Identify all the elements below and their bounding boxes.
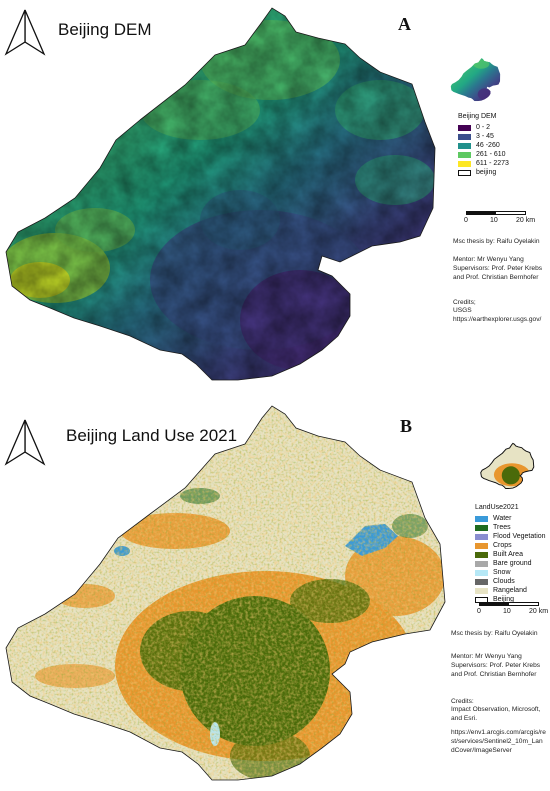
credits-label: Credits; [453,298,476,306]
legend-swatch [475,569,488,576]
legend-item-46-260: 46 -260 [458,141,550,150]
legend-item-beijing: beijing [458,168,550,177]
inset-map [450,58,501,102]
credits-source: Impact Observation, Microsoft, and Esri. [451,706,541,723]
scale-label-end: 20 km [516,217,536,224]
legend-label: Crops [493,541,512,549]
dem-map [5,7,436,381]
legend-label: 261 - 610 [476,150,506,158]
beijing-boundary [5,405,446,781]
legend-item-rangeland: Rangeland [475,586,550,595]
legend-label: Clouds [493,577,515,585]
legend-item-0-2: 0 - 2 [458,123,550,132]
mentor: Mentor: Mr Wenyu Yang [453,255,524,263]
legend-swatch [458,142,471,149]
north-arrow-icon [4,9,46,56]
credits-url: https://env1.arcgis.com/arcgis/rest/serv… [451,729,546,755]
legend-swatch [475,515,488,522]
landuse-map [5,405,446,781]
legend-label: Beijing [493,595,515,603]
thesis-author: Msc thesis by: Raifu Oyelakin [451,630,538,637]
legend-label: Bare ground [493,559,532,567]
legend-item-clouds: Clouds [475,577,550,586]
scale-label-end: 20 km [529,608,549,615]
legend-swatch [458,160,471,167]
scale-bar-shape [466,211,526,215]
legend-label: 0 - 2 [476,123,491,131]
legend-label: Snow [493,568,511,576]
credits-source: USGS [453,307,472,315]
panel-letter: A [398,14,411,34]
scale-bar-shape [479,602,539,606]
panel-landuse-map: Beijing Land Use 2021 B LandUse2021 Wate… [0,396,550,791]
legend-label: 46 -260 [476,141,500,149]
legend-swatch [475,578,488,585]
inset-map [480,442,535,490]
legend-swatch [475,587,488,594]
legend-item-snow: Snow [475,568,550,577]
legend-label: Rangeland [493,586,527,594]
legend-item-bare-ground: Bare ground [475,559,550,568]
scale-label-zero: 0 [477,608,481,615]
legend-swatch [475,560,488,567]
legend-item-crops: Crops [475,541,550,550]
credits-url: https://earthexplorer.usgs.gov/ [453,316,542,324]
legend-label: Built Area [493,550,523,558]
credits-block: Msc thesis by: Raifu Oyelakin Mentor: Mr… [453,238,548,325]
credits-label: Credits: [451,697,474,705]
legend-item-trees: Trees [475,523,550,532]
legend-label: 611 - 2273 [476,159,509,167]
scale-label-mid: 10 [490,217,498,224]
scale-bar: 0 10 20 km [477,602,549,622]
beijing-boundary [5,7,436,381]
legend-swatch [475,551,488,558]
legend-title: LandUse2021 [475,504,519,511]
legend-label: Water [493,514,512,522]
legend-swatch [458,151,471,158]
legend-item-flood-vegetation: Flood Vegetation [475,532,550,541]
legend-label: Flood Vegetation [493,532,546,540]
mentor: Mentor: Mr Wenyu Yang [451,652,522,660]
legend-label: 3 - 45 [476,132,494,140]
supervisors: Supervisors: Prof. Peter Krebs and Prof.… [451,661,541,678]
landuse-legend: LandUse2021 Water Trees Flood Vegetation Cr… [475,504,550,604]
scale-bar: 0 10 20 km [464,211,536,231]
scale-label-mid: 10 [503,608,511,615]
legend-swatch [475,533,488,540]
scale-label-zero: 0 [464,217,468,224]
legend-swatch [475,542,488,549]
legend-label: Trees [493,523,511,531]
legend-swatch [458,124,471,131]
legend-item-3-45: 3 - 45 [458,132,550,141]
thesis-author: Msc thesis by: Raifu Oyelakin [453,238,540,245]
panel-letter: B [400,416,413,436]
credits-block: Msc thesis by: Raifu Oyelakin Mentor: Mr… [451,630,546,756]
north-arrow-icon [4,419,46,466]
legend-item-261-610: 261 - 610 [458,150,550,159]
legend-swatch [458,133,471,140]
legend-item-611-2273: 611 - 2273 [458,159,550,168]
map-title: Beijing DEM [58,20,152,39]
legend-item-built-area: Built Area [475,550,550,559]
legend-swatch [475,524,488,531]
legend-item-water: Water [475,514,550,523]
legend-swatch [458,169,471,176]
supervisors: Supervisors: Prof. Peter Krebs and Prof.… [453,264,543,281]
legend-title: Beijing DEM [458,113,497,120]
map-title: Beijing Land Use 2021 [66,426,238,445]
legend-label: beijing [476,168,497,176]
